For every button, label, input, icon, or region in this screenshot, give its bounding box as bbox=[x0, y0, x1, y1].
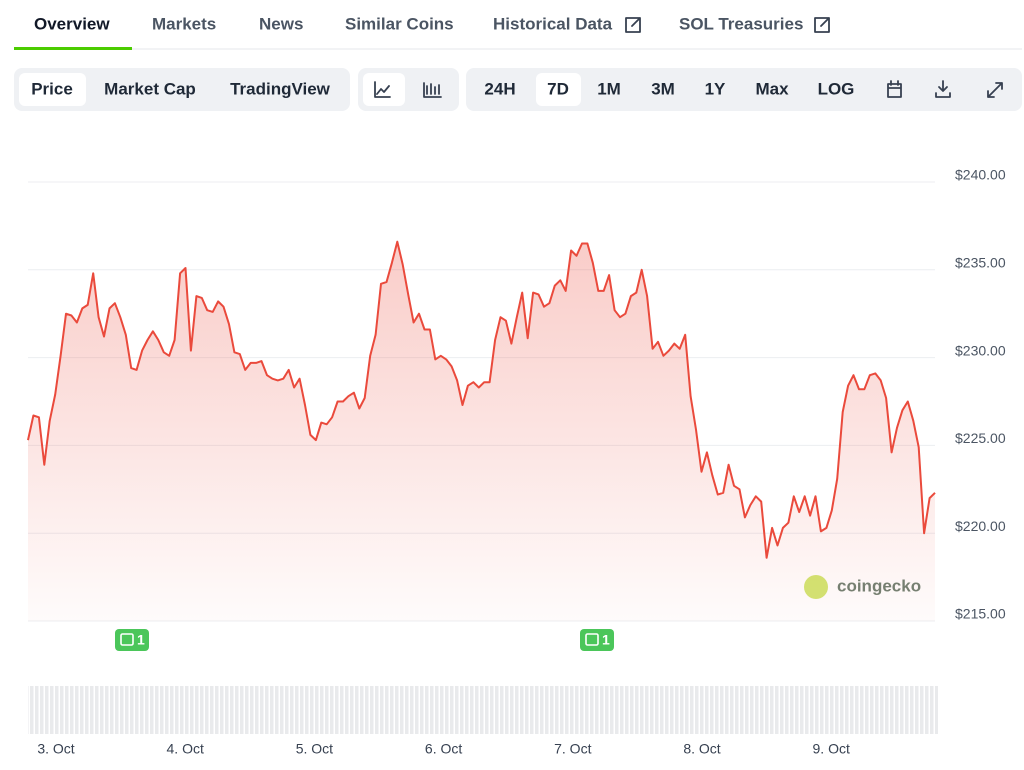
watermark-logo bbox=[804, 575, 828, 599]
tab[interactable]: Historical Data bbox=[493, 14, 613, 33]
x-tick-label: 4. Oct bbox=[167, 741, 204, 757]
calendar-icon[interactable] bbox=[887, 80, 902, 98]
tab[interactable]: Overview bbox=[34, 14, 110, 33]
x-tick-label: 9. Oct bbox=[813, 741, 850, 757]
range-button[interactable]: 1Y bbox=[705, 79, 726, 98]
range-button[interactable]: Max bbox=[755, 79, 789, 98]
y-tick-label: $220.00 bbox=[955, 518, 1006, 534]
watermark: coingecko bbox=[837, 576, 921, 595]
range-button[interactable]: 24H bbox=[484, 79, 515, 98]
news-marker[interactable]: 1 bbox=[115, 629, 149, 651]
tab[interactable]: News bbox=[259, 14, 303, 33]
selected-button bbox=[19, 73, 86, 106]
download-icon[interactable] bbox=[935, 80, 951, 98]
chart-type-button[interactable]: Price bbox=[31, 79, 73, 98]
news-count: 1 bbox=[137, 632, 145, 648]
x-tick-label: 6. Oct bbox=[425, 741, 462, 757]
tab[interactable]: Similar Coins bbox=[345, 14, 454, 33]
range-button[interactable]: 7D bbox=[547, 79, 569, 98]
range-button[interactable]: 3M bbox=[651, 79, 675, 98]
fullscreen-icon[interactable] bbox=[987, 82, 1003, 98]
news-icon bbox=[120, 633, 134, 646]
news-count: 1 bbox=[602, 632, 610, 648]
toolbar bbox=[14, 68, 1022, 111]
external-icon bbox=[625, 17, 641, 33]
external-icon bbox=[814, 17, 830, 33]
y-tick-label: $235.00 bbox=[955, 255, 1006, 271]
y-tick-label: $240.00 bbox=[955, 167, 1006, 183]
y-tick-label: $230.00 bbox=[955, 342, 1006, 358]
x-tick-label: 7. Oct bbox=[554, 741, 591, 757]
range-button[interactable]: LOG bbox=[818, 79, 855, 98]
line-chart-icon[interactable] bbox=[374, 81, 391, 98]
x-tick-label: 3. Oct bbox=[37, 741, 74, 757]
candle-chart-icon[interactable] bbox=[423, 82, 442, 98]
x-tick-label: 5. Oct bbox=[296, 741, 333, 757]
button-group bbox=[466, 68, 1022, 111]
x-tick-label: 8. Oct bbox=[683, 741, 720, 757]
tab-underline bbox=[14, 47, 132, 50]
volume-bars bbox=[28, 686, 938, 734]
chart-type-button[interactable]: TradingView bbox=[230, 79, 331, 98]
tab-bar bbox=[14, 17, 1022, 50]
selected-button bbox=[363, 73, 405, 106]
y-tick-label: $225.00 bbox=[955, 430, 1006, 446]
price-area bbox=[28, 241, 935, 621]
tab[interactable]: Markets bbox=[152, 14, 216, 33]
tab[interactable]: SOL Treasuries bbox=[679, 14, 803, 33]
button-group bbox=[14, 68, 350, 111]
chart-type-button[interactable]: Market Cap bbox=[104, 79, 196, 98]
price-line bbox=[27, 240, 936, 559]
y-tick-label: $215.00 bbox=[955, 606, 1006, 622]
selected-button bbox=[536, 73, 581, 106]
range-button[interactable]: 1M bbox=[597, 79, 621, 98]
news-icon bbox=[585, 633, 599, 646]
news-marker[interactable]: 1 bbox=[580, 629, 614, 651]
